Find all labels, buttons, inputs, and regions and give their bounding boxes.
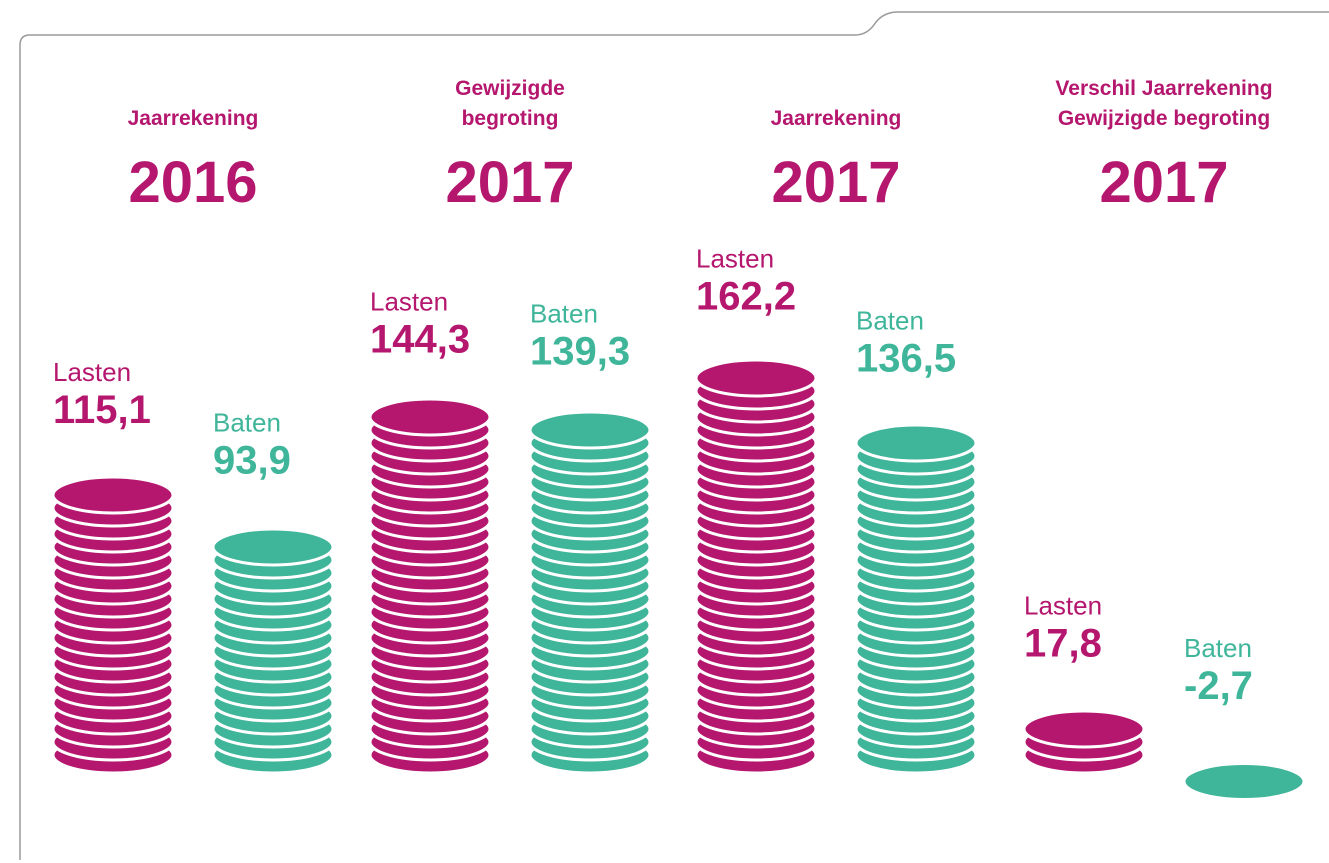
group-year: 2017 xyxy=(445,150,574,215)
coin xyxy=(1022,709,1146,749)
coin-stack xyxy=(528,410,652,775)
coin xyxy=(694,358,818,398)
group-title: Gewijzigde xyxy=(455,77,565,100)
coin xyxy=(211,527,335,567)
group-title: Verschil Jaarrekening xyxy=(1055,77,1272,100)
group-year: 2016 xyxy=(128,150,257,215)
series-name: Lasten xyxy=(696,244,774,274)
value-label: 17,8 xyxy=(1024,621,1102,665)
coin xyxy=(854,423,978,463)
coin-stack xyxy=(854,423,978,775)
value-label: 115,1 xyxy=(53,388,151,432)
coin-stack xyxy=(1182,761,1306,801)
value-label: -2,7 xyxy=(1184,664,1253,708)
series-name: Baten xyxy=(213,408,281,438)
frame xyxy=(19,11,1329,860)
series-name: Baten xyxy=(856,305,924,335)
series-name: Lasten xyxy=(370,287,448,317)
coin xyxy=(368,397,492,437)
value-label: 144,3 xyxy=(370,318,470,362)
coin-stack xyxy=(1022,709,1146,775)
coin-stack xyxy=(211,527,335,775)
group-title: Jaarrekening xyxy=(771,107,902,130)
value-label: 139,3 xyxy=(530,330,630,374)
value-label: 136,5 xyxy=(856,336,956,380)
group-title: Jaarrekening xyxy=(128,107,259,130)
coin xyxy=(1182,761,1306,801)
group-title: Gewijzigde begroting xyxy=(1058,107,1270,130)
coin xyxy=(51,475,175,515)
coin-stack xyxy=(368,397,492,775)
group-year: 2017 xyxy=(771,150,900,215)
coin xyxy=(528,410,652,450)
group-year: 2017 xyxy=(1099,150,1228,215)
value-label: 93,9 xyxy=(213,439,291,483)
coin-stack xyxy=(694,358,818,775)
series-name: Baten xyxy=(1184,633,1252,663)
value-label: 162,2 xyxy=(696,275,796,319)
group-title: begroting xyxy=(462,107,559,130)
series-name: Lasten xyxy=(53,357,131,387)
coin-stack xyxy=(51,475,175,775)
series-name: Baten xyxy=(530,299,598,329)
series-name: Lasten xyxy=(1024,590,1102,620)
